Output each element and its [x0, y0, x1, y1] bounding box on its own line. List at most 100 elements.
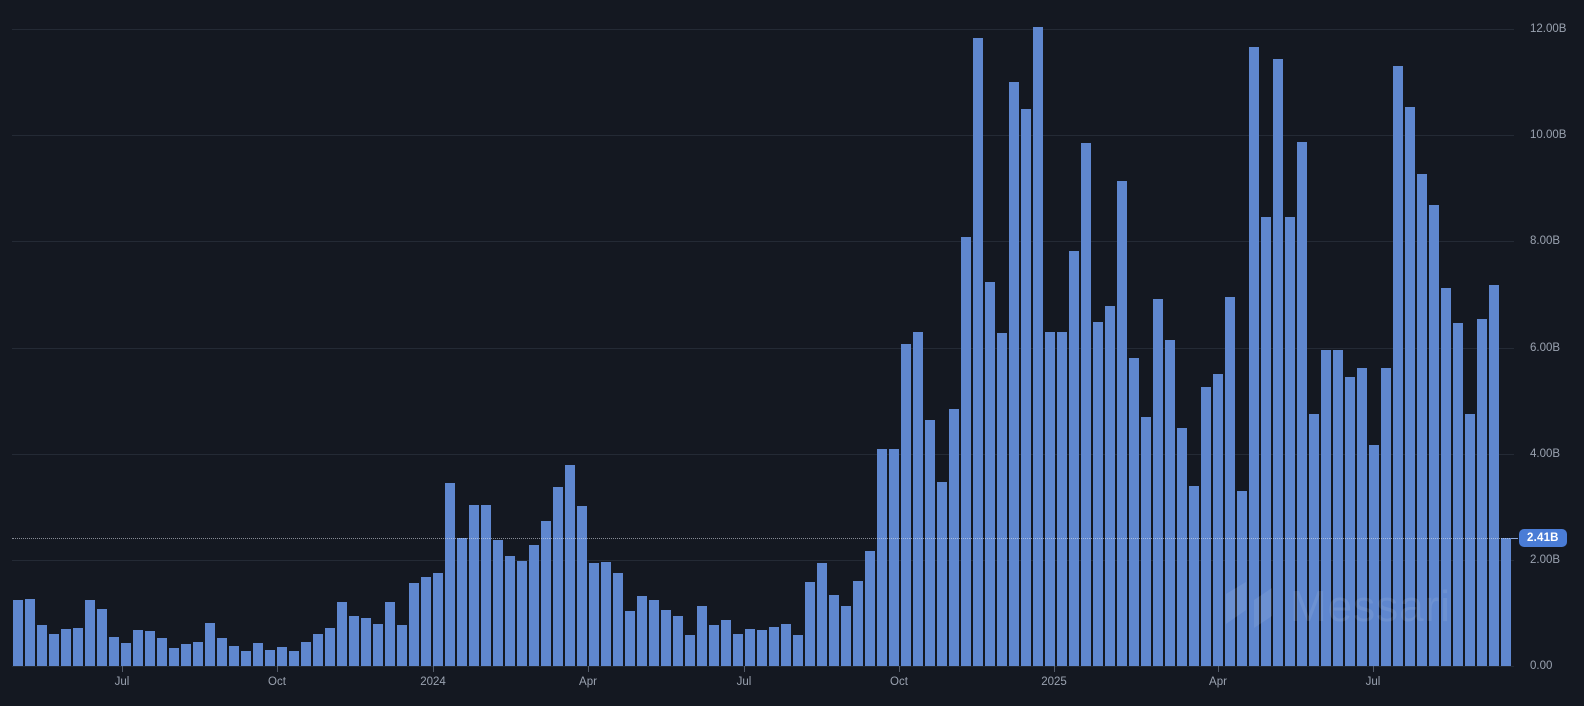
bar[interactable] — [361, 618, 371, 666]
bar[interactable] — [457, 538, 467, 666]
bar[interactable] — [733, 634, 743, 666]
bar[interactable] — [781, 624, 791, 666]
bar[interactable] — [613, 572, 623, 666]
bar[interactable] — [1129, 358, 1139, 666]
bar[interactable] — [85, 600, 95, 666]
bar[interactable] — [1033, 26, 1043, 666]
bar[interactable] — [1081, 142, 1091, 666]
bar[interactable] — [1357, 368, 1367, 666]
bar[interactable] — [877, 448, 887, 666]
bar[interactable] — [757, 629, 767, 666]
bar[interactable] — [265, 650, 275, 666]
bar[interactable] — [721, 619, 731, 666]
bar[interactable] — [181, 644, 191, 666]
bar[interactable] — [817, 563, 827, 666]
bar[interactable] — [1369, 444, 1379, 666]
bar[interactable] — [109, 637, 119, 666]
bar[interactable] — [469, 505, 479, 666]
bar[interactable] — [1321, 350, 1331, 666]
bar[interactable] — [37, 625, 47, 666]
bar[interactable] — [1405, 106, 1415, 666]
bar[interactable] — [853, 580, 863, 666]
bar[interactable] — [253, 643, 263, 666]
bar[interactable] — [445, 483, 455, 666]
bar[interactable] — [205, 623, 215, 666]
bar[interactable] — [625, 611, 635, 666]
bar[interactable] — [289, 651, 299, 666]
bar[interactable] — [805, 581, 815, 666]
bar[interactable] — [1453, 323, 1463, 666]
bar[interactable] — [541, 520, 551, 666]
bar[interactable] — [1201, 387, 1211, 666]
bar[interactable] — [1225, 297, 1235, 666]
bar[interactable] — [1009, 81, 1019, 666]
bar[interactable] — [385, 602, 395, 666]
bar[interactable] — [985, 281, 995, 666]
bar[interactable] — [949, 409, 959, 666]
bar[interactable] — [61, 629, 71, 666]
bar[interactable] — [493, 540, 503, 666]
bar[interactable] — [685, 635, 695, 666]
bar[interactable] — [865, 550, 875, 666]
bar[interactable] — [325, 628, 335, 666]
bar[interactable] — [1021, 108, 1031, 666]
bar[interactable] — [1333, 350, 1343, 666]
bar[interactable] — [337, 602, 347, 666]
bar[interactable] — [649, 600, 659, 666]
bar[interactable] — [229, 645, 239, 666]
bar[interactable] — [1249, 47, 1259, 666]
bar[interactable] — [973, 38, 983, 666]
bar[interactable] — [169, 647, 179, 666]
bar[interactable] — [133, 629, 143, 666]
bar[interactable] — [1165, 340, 1175, 666]
bar[interactable] — [1285, 217, 1295, 666]
bar[interactable] — [73, 628, 83, 666]
bar[interactable] — [1045, 332, 1055, 666]
bar[interactable] — [1105, 305, 1115, 666]
bar[interactable] — [313, 634, 323, 666]
bar[interactable] — [421, 576, 431, 666]
bar[interactable] — [301, 642, 311, 666]
bar[interactable] — [1141, 416, 1151, 666]
bar[interactable] — [841, 606, 851, 666]
bar[interactable] — [49, 634, 59, 666]
bar[interactable] — [349, 615, 359, 666]
bar[interactable] — [601, 561, 611, 666]
bar[interactable] — [1417, 173, 1427, 666]
bar[interactable] — [1177, 428, 1187, 666]
bar[interactable] — [697, 606, 707, 666]
bar[interactable] — [1465, 414, 1475, 666]
bar[interactable] — [1345, 377, 1355, 666]
bar[interactable] — [961, 236, 971, 666]
bar[interactable] — [1153, 298, 1163, 666]
bar[interactable] — [673, 615, 683, 666]
bar[interactable] — [937, 482, 947, 666]
bar[interactable] — [409, 582, 419, 666]
bar[interactable] — [25, 599, 35, 666]
bar[interactable] — [709, 625, 719, 666]
bar[interactable] — [745, 628, 755, 666]
bar[interactable] — [925, 420, 935, 666]
bar[interactable] — [1093, 322, 1103, 666]
bar[interactable] — [1069, 251, 1079, 666]
bar[interactable] — [1477, 319, 1487, 666]
bar[interactable] — [1309, 413, 1319, 666]
bar[interactable] — [121, 643, 131, 666]
bar[interactable] — [481, 505, 491, 666]
bar[interactable] — [529, 544, 539, 666]
bar[interactable] — [1429, 204, 1439, 666]
bar[interactable] — [589, 563, 599, 666]
bar[interactable] — [997, 333, 1007, 666]
bar[interactable] — [217, 638, 227, 666]
bar[interactable] — [373, 623, 383, 666]
bar[interactable] — [1261, 217, 1271, 666]
bar[interactable] — [1213, 374, 1223, 666]
bar[interactable] — [1393, 66, 1403, 666]
bar[interactable] — [145, 630, 155, 666]
bar[interactable] — [901, 344, 911, 666]
bar[interactable] — [1189, 485, 1199, 666]
bar[interactable] — [1273, 58, 1283, 666]
bar[interactable] — [913, 332, 923, 666]
bar[interactable] — [829, 595, 839, 666]
bar[interactable] — [193, 642, 203, 666]
